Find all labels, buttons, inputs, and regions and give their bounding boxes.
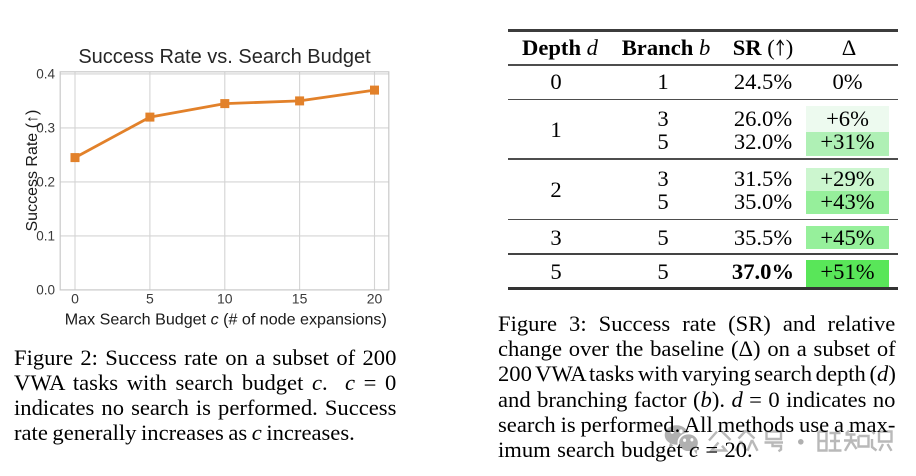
svg-text:10: 10	[217, 291, 233, 307]
svg-text:Success Rate vs. Search Budget: Success Rate vs. Search Budget	[78, 46, 371, 68]
svg-text:20: 20	[367, 291, 383, 307]
svg-text:0.3: 0.3	[36, 121, 55, 136]
svg-text:0: 0	[71, 291, 79, 307]
svg-text:Success Rate (↑): Success Rate (↑)	[24, 110, 41, 232]
svg-text:5: 5	[146, 291, 154, 307]
svg-text:0.2: 0.2	[36, 175, 55, 190]
svg-text:0.0: 0.0	[36, 283, 55, 298]
svg-text:0.1: 0.1	[36, 229, 55, 244]
svg-text:Max Search Budget c (# of node: Max Search Budget c (# of node expansion…	[65, 310, 387, 328]
svg-text:15: 15	[292, 291, 308, 307]
svg-text:0.4: 0.4	[36, 67, 55, 82]
